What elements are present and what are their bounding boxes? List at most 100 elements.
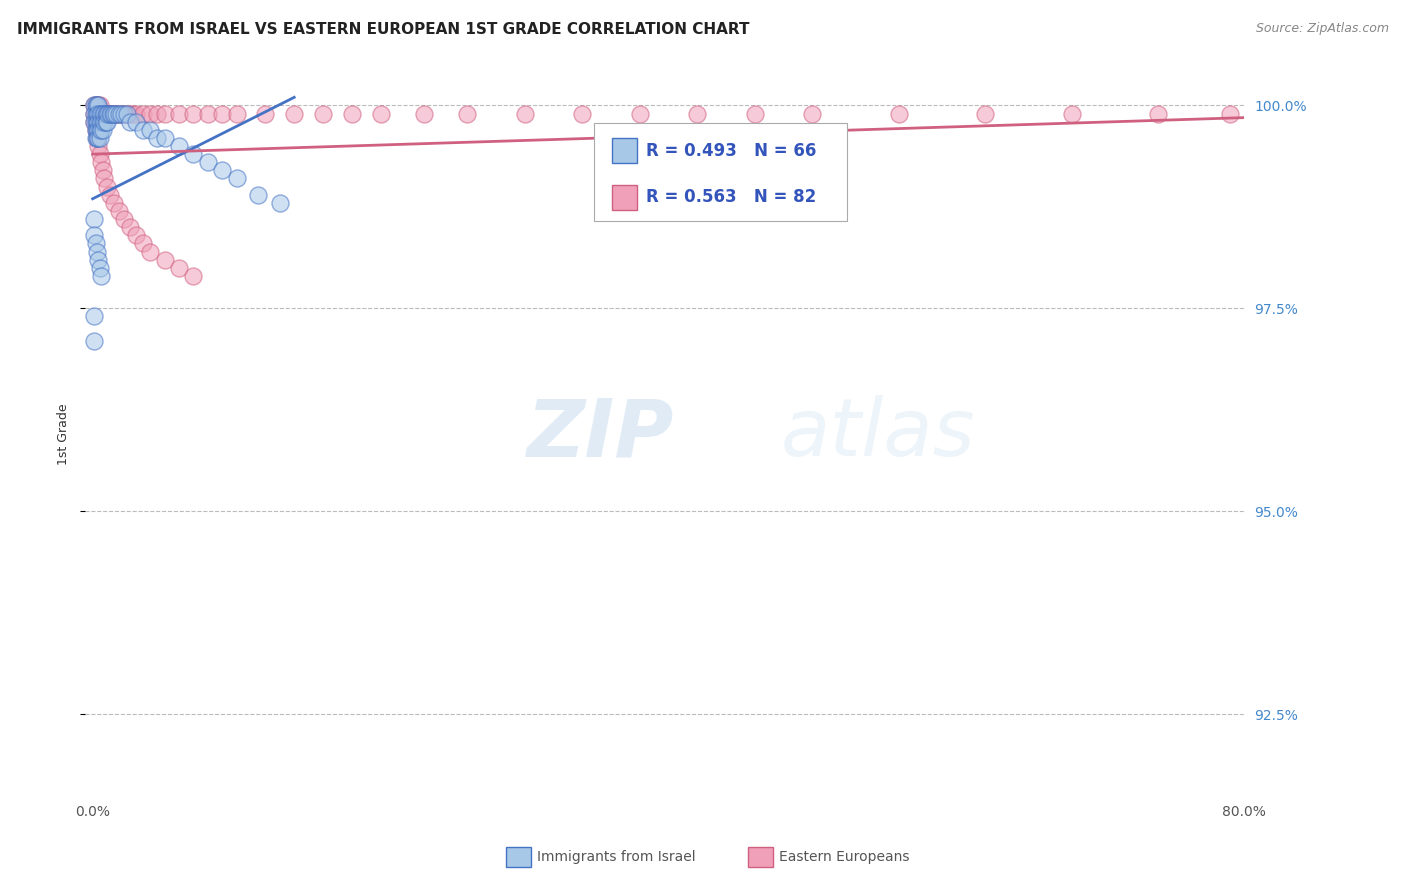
Point [125, 106, 148, 120]
Point [974, 106, 997, 120]
Point [90, 123, 112, 137]
Point [110, 106, 132, 120]
Point [86, 131, 108, 145]
Point [87, 98, 110, 112]
Point [183, 106, 205, 120]
Point [101, 106, 124, 120]
Point [103, 106, 125, 120]
Point [87, 139, 110, 153]
Point [83, 98, 105, 112]
Point [100, 106, 122, 120]
Point [83, 212, 105, 227]
Point [87, 114, 110, 128]
Point [153, 131, 176, 145]
Point [1147, 106, 1170, 120]
Point [86, 98, 108, 112]
Text: ZIP: ZIP [526, 395, 673, 473]
Point [84, 106, 107, 120]
Point [269, 195, 291, 210]
Point [87, 123, 110, 137]
Point [167, 139, 190, 153]
Text: Immigrants from Israel: Immigrants from Israel [537, 850, 696, 864]
Point [89, 114, 111, 128]
Point [89, 106, 111, 120]
Point [107, 106, 129, 120]
Point [84, 131, 107, 145]
Point [94, 106, 117, 120]
Point [83, 114, 105, 128]
Point [90, 114, 112, 128]
Point [153, 252, 176, 267]
Point [412, 106, 434, 120]
Point [84, 98, 107, 112]
Point [91, 106, 114, 120]
Point [96, 114, 118, 128]
Point [87, 98, 110, 112]
Point [103, 106, 125, 120]
Point [628, 106, 651, 120]
Point [93, 106, 115, 120]
Point [84, 114, 107, 128]
Point [513, 106, 536, 120]
Point [225, 106, 247, 120]
Point [115, 106, 138, 120]
Point [89, 147, 111, 161]
Point [89, 131, 111, 145]
Point [197, 155, 219, 169]
Point [96, 179, 118, 194]
Point [97, 106, 120, 120]
Point [91, 163, 114, 178]
Point [132, 236, 155, 251]
Point [183, 147, 205, 161]
Point [112, 106, 135, 120]
Point [83, 334, 105, 348]
Point [83, 310, 105, 324]
Point [104, 106, 127, 120]
Point [101, 106, 124, 120]
Point [456, 106, 478, 120]
Point [98, 106, 121, 120]
Point [89, 260, 111, 275]
Point [744, 106, 766, 120]
Y-axis label: 1st Grade: 1st Grade [58, 403, 70, 465]
Point [86, 123, 108, 137]
Point [87, 252, 110, 267]
Point [93, 114, 115, 128]
Point [686, 106, 709, 120]
Point [97, 106, 120, 120]
Point [93, 171, 115, 186]
Point [132, 123, 155, 137]
Point [103, 195, 125, 210]
Point [571, 106, 593, 120]
Point [197, 106, 219, 120]
Point [167, 260, 190, 275]
Point [112, 212, 135, 227]
Point [146, 131, 169, 145]
Point [89, 98, 111, 112]
Point [94, 114, 117, 128]
Point [91, 123, 114, 137]
Point [107, 203, 129, 218]
Point [211, 106, 233, 120]
Text: atlas: atlas [780, 395, 976, 473]
Point [86, 98, 108, 112]
Point [120, 106, 142, 120]
Point [122, 106, 145, 120]
Point [146, 106, 169, 120]
Point [86, 106, 108, 120]
Point [89, 123, 111, 137]
Point [90, 155, 112, 169]
Point [86, 114, 108, 128]
Point [247, 187, 270, 202]
Text: R = 0.493   N = 66: R = 0.493 N = 66 [645, 142, 815, 160]
Point [120, 114, 142, 128]
Point [107, 106, 129, 120]
Point [340, 106, 363, 120]
Point [283, 106, 305, 120]
Point [801, 106, 824, 120]
Text: R = 0.563   N = 82: R = 0.563 N = 82 [645, 188, 815, 206]
Point [86, 114, 108, 128]
Point [91, 114, 114, 128]
Point [120, 220, 142, 235]
Point [112, 106, 135, 120]
